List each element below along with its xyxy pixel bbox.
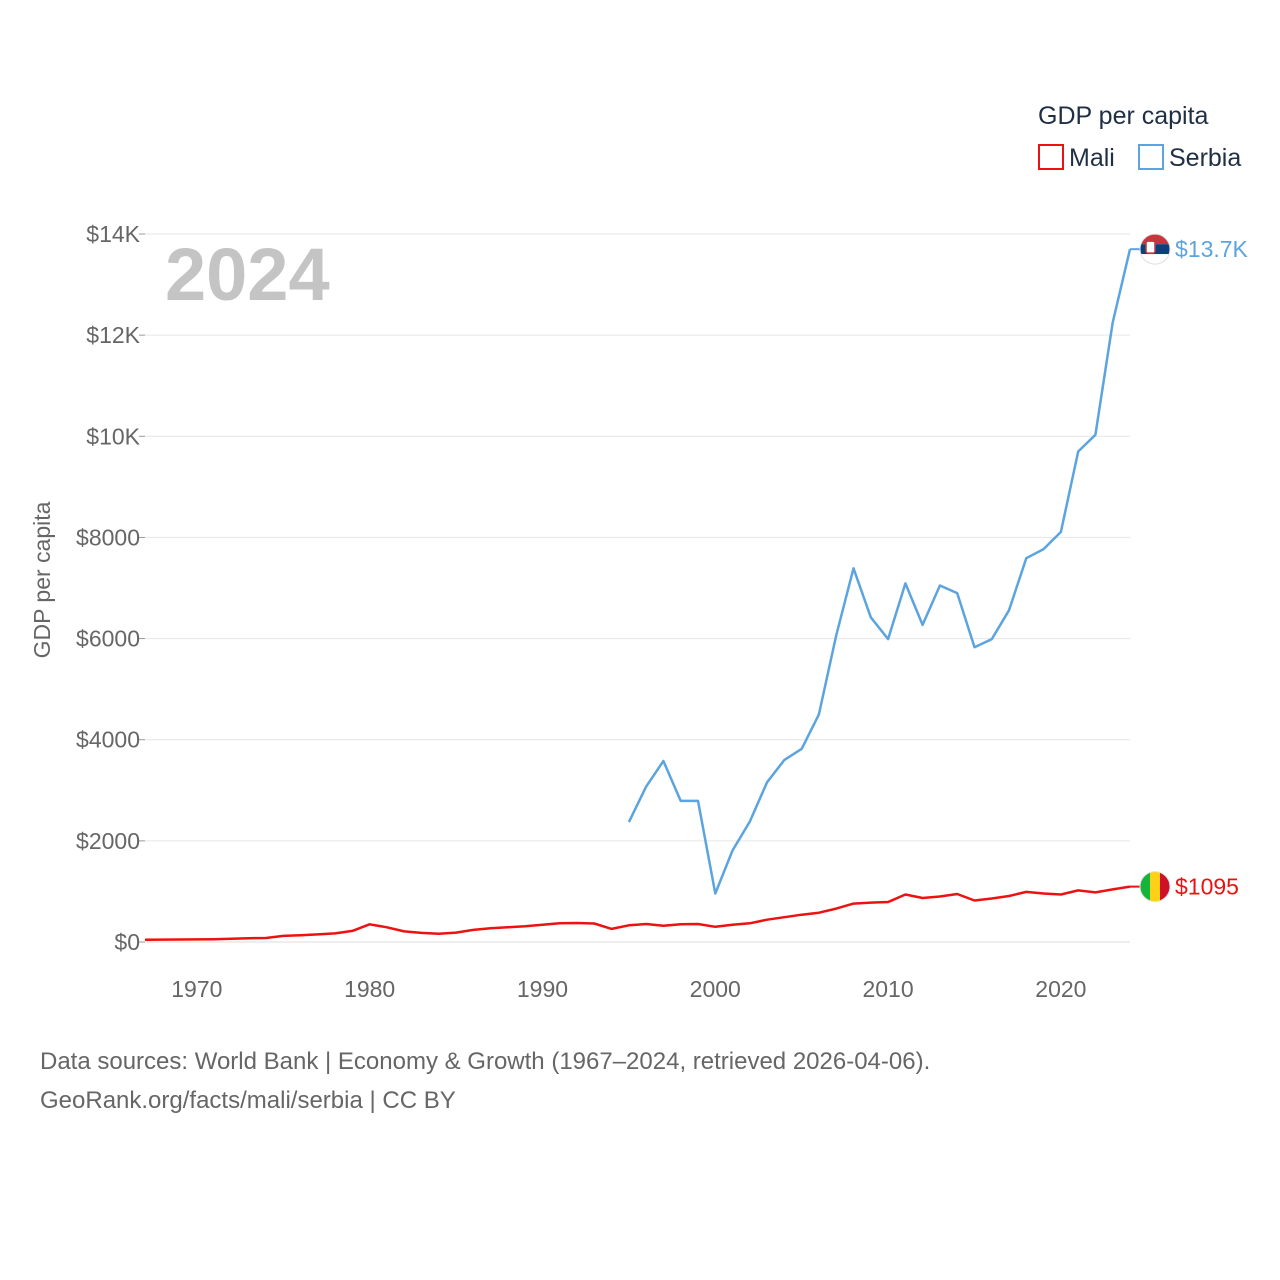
y-tick-label: $14K [86,221,140,247]
legend-swatch-serbia [1138,144,1164,170]
series-line-serbia[interactable] [627,248,1132,895]
x-tick-label: 1980 [344,976,395,1002]
series-line-mali[interactable] [144,885,1131,941]
end-label-serbia: $13.7K [1175,236,1249,262]
y-tick-label: $10K [86,423,140,449]
serbia-flag-icon [1139,233,1171,265]
x-axis-ticks: 1970 1980 1990 2000 2010 2020 [171,976,1086,1002]
source-line-1: Data sources: World Bank | Economy & Gro… [40,1048,931,1075]
y-tick-label: $6000 [76,626,140,652]
y-tick-label: $4000 [76,727,140,753]
y-tick-label: $8000 [76,524,140,550]
legend-label-serbia: Serbia [1169,144,1241,172]
source-note: Data sources: World Bank | Economy & Gro… [40,1042,1240,1120]
legend-item-serbia[interactable]: Serbia [1138,144,1241,172]
mali-flag-icon [1139,871,1171,903]
y-tick-label: $12K [86,322,140,348]
y-axis-title: GDP per capita [29,501,55,658]
x-tick-label: 2020 [1035,976,1086,1002]
y-tick-label: $2000 [76,828,140,854]
x-tick-label: 2000 [690,976,741,1002]
legend: GDP per capita Mali Serbia [1038,102,1241,172]
source-line-2: GeoRank.org/facts/mali/serbia | CC BY [40,1087,456,1114]
grid-lines [145,233,1130,943]
legend-swatch-mali [1038,144,1064,170]
y-axis-ticks: $0 $2000 $4000 $6000 $8000 $10K $12K $14K [76,221,145,955]
end-labels: $1095 $13.7K [1130,233,1249,903]
end-label-mali: $1095 [1175,874,1239,900]
legend-item-mali[interactable]: Mali [1038,144,1115,172]
series-lines [144,248,1132,941]
legend-title: GDP per capita [1038,102,1209,130]
legend-label-mali: Mali [1069,144,1115,172]
x-tick-label: 2010 [862,976,913,1002]
year-label: 2024 [165,233,330,316]
y-tick-label: $0 [114,929,140,955]
x-tick-label: 1970 [171,976,222,1002]
x-tick-label: 1990 [517,976,568,1002]
